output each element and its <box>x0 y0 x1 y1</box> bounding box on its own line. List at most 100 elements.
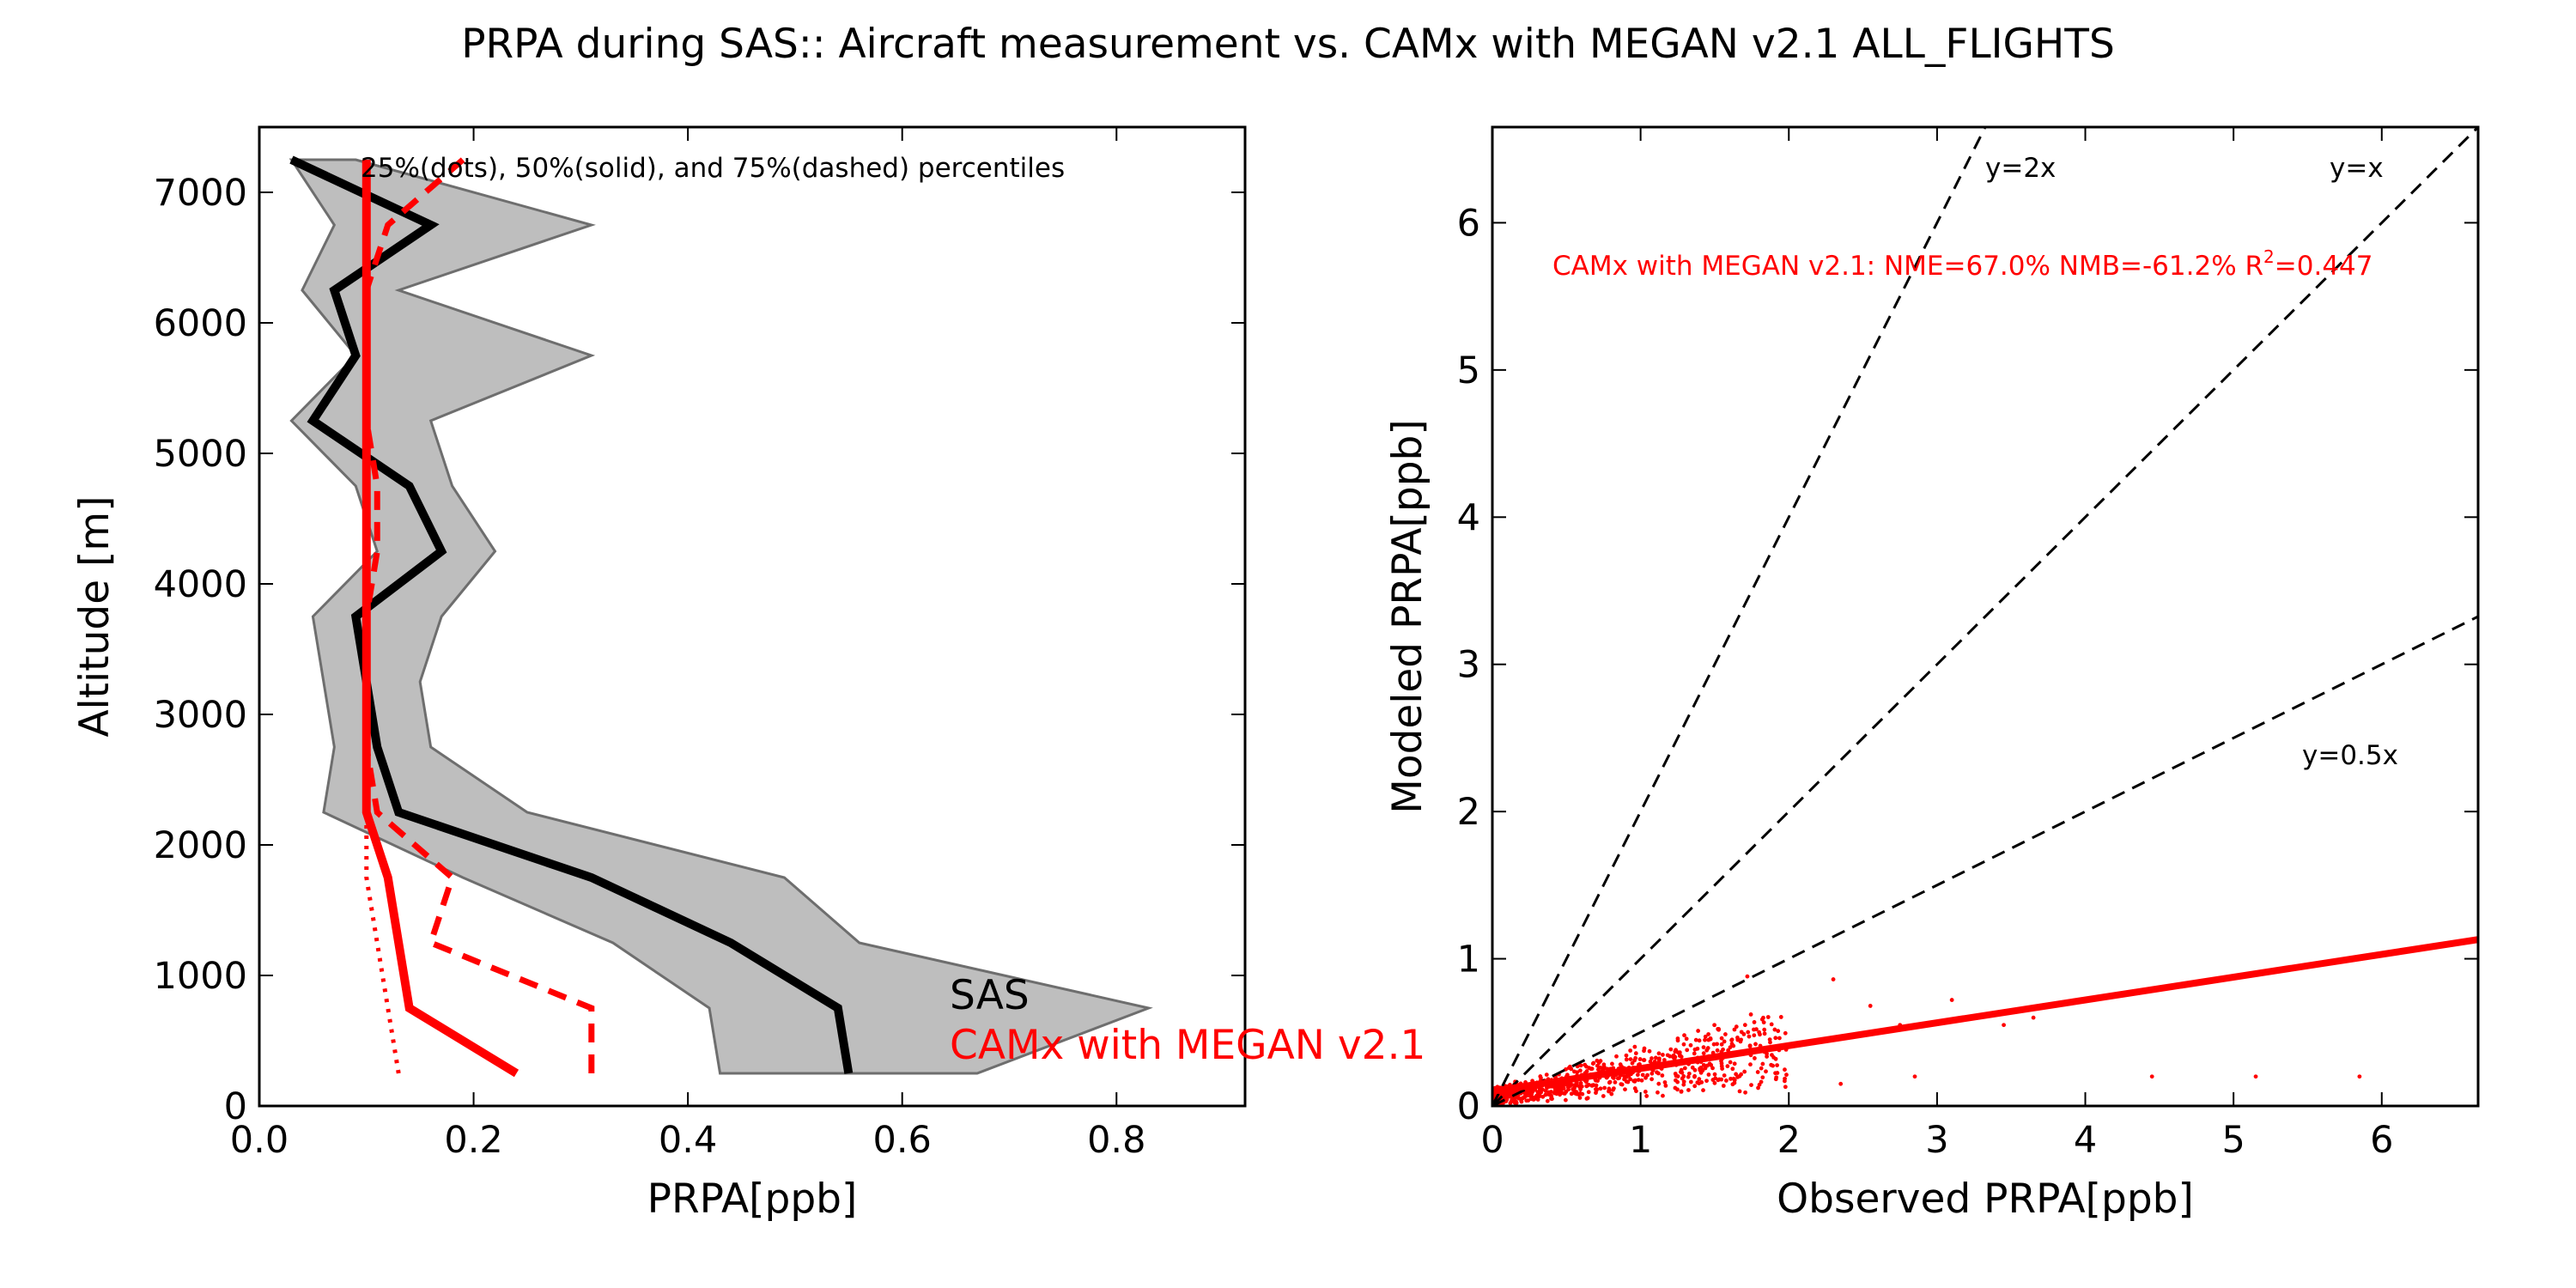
scatter-point <box>1719 1064 1724 1069</box>
scatter-point <box>1748 1012 1753 1017</box>
scatter-point <box>1686 1088 1691 1092</box>
scatter-point <box>1684 1036 1689 1042</box>
profile-panel: 0.0 0.2 0.4 0.6 0.8 0 1000 2000 3000 4000 5000 6000… <box>71 125 1425 1223</box>
scatter-point <box>1719 1042 1724 1047</box>
profile-axes-frame <box>258 125 1247 1108</box>
scatter-axes-frame <box>1491 125 2480 1108</box>
scatter-point <box>1589 1066 1594 1072</box>
scatter-point <box>1611 1087 1615 1092</box>
scatter-point <box>1759 1066 1764 1071</box>
scatter-point <box>1778 1015 1783 1019</box>
scatter-point <box>1539 1076 1543 1080</box>
scatter-point <box>1734 1072 1739 1077</box>
scatter-point <box>1765 1015 1771 1019</box>
scatter-point <box>1783 1078 1787 1084</box>
scatter-point <box>2149 1074 2154 1079</box>
scatter-point <box>1732 1080 1737 1085</box>
scatter-stats-label: CAMx with MEGAN v2.1: NME=67.0% NMB=-61.… <box>1552 246 2373 282</box>
scatter-point <box>1609 1091 1614 1097</box>
scatter-point <box>1607 1089 1611 1094</box>
regression-line <box>1492 936 2478 1095</box>
scatter-point <box>1586 1083 1591 1087</box>
scatter-point <box>1545 1098 1550 1103</box>
scatter-point <box>1681 1042 1686 1047</box>
scatter-point <box>1635 1072 1640 1078</box>
scatter-point <box>1764 1069 1768 1074</box>
y-tick-label: 5000 <box>154 433 247 476</box>
scatter-point <box>1531 1097 1536 1102</box>
scatter-point <box>1577 1068 1583 1073</box>
scatter-point <box>1949 998 1954 1002</box>
scatter-point <box>1732 1061 1737 1066</box>
scatter-point <box>1776 1029 1781 1034</box>
scatter-point <box>1596 1060 1601 1066</box>
scatter-point <box>1642 1048 1646 1054</box>
scatter-point <box>1688 1042 1693 1048</box>
scatter-point <box>1731 1043 1736 1048</box>
scatter-point <box>1746 1030 1751 1035</box>
y-tick-label: 4 <box>1457 496 1480 539</box>
scatter-point <box>1712 1072 1717 1077</box>
y-tick-label: 0 <box>1457 1085 1480 1128</box>
x-tick-label: 2 <box>1777 1119 1801 1162</box>
scatter-point <box>1708 1036 1713 1042</box>
scatter-point <box>1697 1077 1702 1082</box>
scatter-point <box>1643 1090 1648 1094</box>
scatter-point <box>1628 1077 1632 1082</box>
scatter-point <box>1686 1074 1691 1079</box>
scatter-point <box>1580 1091 1585 1097</box>
y-tick-label: 0 <box>224 1085 247 1128</box>
profile-x-label: PRPA[ppb] <box>647 1176 858 1223</box>
scatter-point <box>1745 974 1750 979</box>
scatter-point <box>1742 1023 1747 1028</box>
scatter-point <box>1675 1036 1680 1041</box>
scatter-point <box>1738 1039 1743 1044</box>
scatter-point <box>1743 1090 1747 1095</box>
camx-p75-line <box>363 157 595 1073</box>
ref-label-half-x: y=0.5x <box>2302 740 2398 771</box>
scatter-point <box>1594 1083 1599 1088</box>
x-tick-label: 0.6 <box>873 1119 932 1162</box>
scatter-point <box>1784 1072 1789 1078</box>
scatter-point <box>1565 1084 1571 1090</box>
y-tick-label: 1 <box>1457 939 1480 981</box>
scatter-point <box>1716 1077 1722 1082</box>
scatter-point <box>1742 1069 1747 1074</box>
scatter-point <box>1612 1076 1616 1080</box>
scatter-point <box>1601 1062 1607 1067</box>
scatter-point <box>1773 1071 1777 1076</box>
scatter-point <box>1773 1077 1778 1082</box>
scatter-point <box>1831 977 1836 981</box>
scatter-point <box>1663 1083 1668 1088</box>
y-tick-label: 7000 <box>154 172 247 215</box>
scatter-point <box>1644 1094 1649 1098</box>
scatter-point <box>1721 1047 1725 1052</box>
x-tick-label: 1 <box>1629 1119 1652 1162</box>
scatter-point <box>1706 1032 1711 1036</box>
scatter-point <box>1722 1039 1727 1044</box>
scatter-point <box>1610 1061 1614 1066</box>
scatter-point <box>1671 1053 1676 1058</box>
scatter-point <box>1711 1042 1716 1047</box>
scatter-point <box>1737 1089 1742 1094</box>
scatter-plot <box>1492 127 2478 1106</box>
scatter-panel: 0 1 2 3 4 5 6 0 1 2 3 4 5 6 y=2x y=x y=0.5x CAMx with… <box>1384 125 2480 1223</box>
scatter-point <box>1712 1080 1717 1085</box>
y-tick-label: 4000 <box>154 563 247 606</box>
scatter-point <box>1719 1036 1724 1041</box>
scatter-point <box>1577 1096 1583 1100</box>
scatter-point <box>1653 1055 1658 1060</box>
scatter-point <box>1728 1060 1733 1065</box>
scatter-point <box>1912 1074 1917 1079</box>
scatter-point <box>1600 1066 1604 1071</box>
scatter-point <box>1755 1070 1760 1074</box>
scatter-point <box>1703 1066 1708 1071</box>
scatter-point <box>1719 1059 1723 1063</box>
stats-tail: =0.447 <box>2275 251 2373 282</box>
scatter-point <box>1752 1033 1757 1038</box>
y-tick-label: 1000 <box>154 955 247 998</box>
scatter-point <box>1642 1058 1647 1062</box>
scatter-point <box>1577 1084 1582 1089</box>
scatter-point <box>1722 1073 1727 1078</box>
scatter-point <box>1649 1071 1655 1076</box>
